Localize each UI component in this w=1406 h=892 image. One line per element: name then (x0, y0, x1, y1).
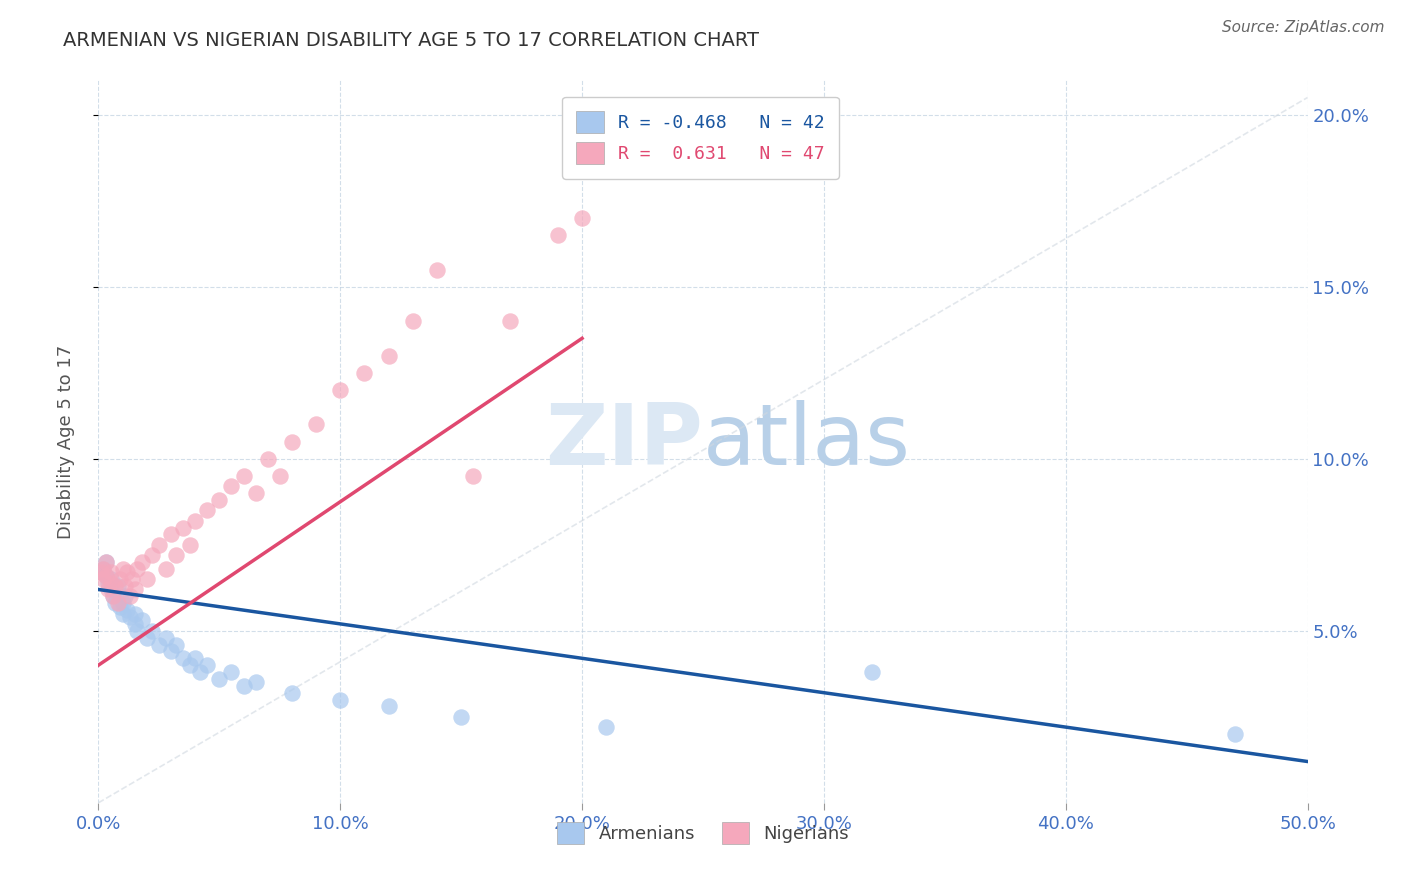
Point (94, 555, 117, 569)
Text: Source: ZipAtlas.com: Source: ZipAtlas.com (1222, 20, 1385, 35)
Point (148, 538, 170, 552)
Point (118, 590, 141, 604)
Point (172, 520, 194, 534)
Point (426, 262, 449, 277)
Point (141, 624, 163, 638)
Point (245, 675, 267, 690)
Point (179, 538, 201, 552)
Point (165, 638, 187, 652)
Point (114, 579, 136, 593)
Point (208, 493, 231, 508)
Point (155, 562, 177, 576)
Point (148, 638, 170, 652)
Point (1223, 727, 1246, 741)
Point (141, 548, 163, 562)
Point (100, 582, 122, 597)
Point (100, 575, 122, 590)
Point (221, 479, 243, 493)
Point (547, 228, 569, 243)
Point (127, 624, 149, 638)
Point (100, 566, 122, 580)
Text: ARMENIAN VS NIGERIAN DISABILITY AGE 5 TO 17 CORRELATION CHART: ARMENIAN VS NIGERIAN DISABILITY AGE 5 TO… (63, 31, 759, 50)
Legend: Armenians, Nigerians: Armenians, Nigerians (550, 815, 856, 852)
Point (353, 366, 375, 380)
Point (111, 596, 134, 610)
Point (160, 527, 183, 541)
Point (329, 383, 352, 397)
Point (232, 469, 254, 483)
Point (104, 579, 127, 593)
Point (377, 349, 399, 363)
Point (179, 658, 201, 673)
Point (117, 603, 139, 617)
Point (111, 607, 134, 621)
Point (195, 503, 218, 517)
Point (221, 665, 243, 679)
Point (463, 469, 485, 483)
Point (172, 651, 194, 665)
Point (118, 610, 141, 624)
Point (107, 596, 129, 610)
Point (188, 665, 211, 679)
Point (111, 562, 134, 576)
Point (135, 572, 157, 586)
Point (245, 486, 267, 500)
Point (108, 599, 131, 614)
Point (101, 590, 124, 604)
Point (97, 575, 120, 590)
Point (124, 607, 146, 621)
Point (121, 572, 143, 586)
Point (595, 720, 617, 734)
Point (184, 651, 207, 665)
Point (127, 562, 149, 576)
Point (94, 568, 117, 582)
Point (269, 469, 291, 483)
Point (305, 417, 328, 432)
Point (131, 555, 153, 569)
Point (108, 572, 131, 586)
Point (91, 562, 114, 576)
Point (94, 555, 117, 569)
Point (114, 590, 136, 604)
Point (91, 572, 114, 586)
Text: ZIP: ZIP (546, 400, 703, 483)
Point (571, 211, 593, 225)
Point (232, 679, 254, 693)
Point (377, 699, 399, 714)
Point (281, 434, 304, 449)
Point (208, 672, 231, 686)
Point (281, 686, 304, 700)
Point (498, 314, 520, 328)
Point (256, 451, 278, 466)
Point (104, 596, 127, 610)
Point (450, 710, 472, 724)
Point (860, 665, 883, 679)
Point (135, 631, 157, 645)
Point (124, 582, 146, 597)
Point (91, 562, 114, 576)
Point (155, 631, 177, 645)
Y-axis label: Disability Age 5 to 17: Disability Age 5 to 17 (56, 344, 75, 539)
Point (160, 644, 183, 658)
Point (195, 658, 218, 673)
Point (90, 566, 112, 580)
Point (94, 568, 117, 582)
Point (100, 572, 122, 586)
Point (90, 566, 112, 580)
Point (107, 579, 129, 593)
Point (402, 314, 425, 328)
Point (165, 548, 187, 562)
Point (184, 514, 207, 528)
Text: atlas: atlas (703, 400, 911, 483)
Point (101, 590, 124, 604)
Point (124, 616, 146, 631)
Point (131, 614, 153, 628)
Point (329, 692, 352, 706)
Point (117, 566, 139, 580)
Point (97, 582, 120, 597)
